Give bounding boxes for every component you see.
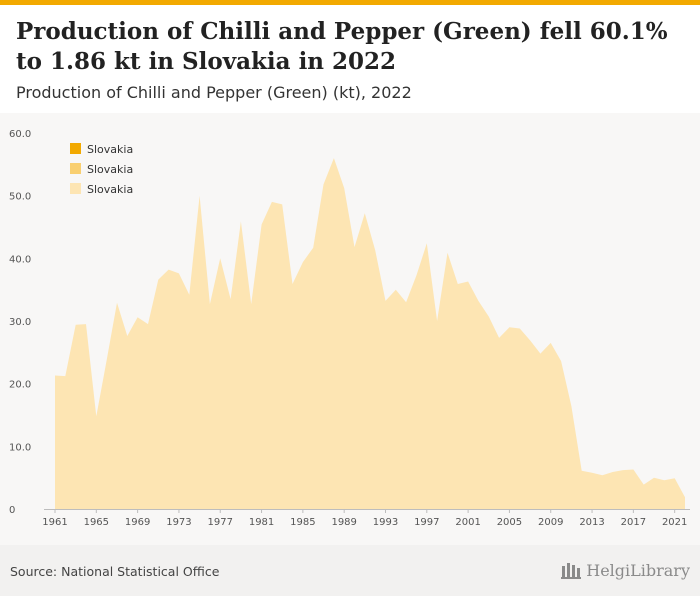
y-tick-label: 0: [9, 505, 15, 516]
x-tick-label: 1961: [42, 517, 67, 528]
y-tick-label: 20.0: [9, 380, 31, 391]
y-tick-label: 60.0: [9, 129, 31, 140]
x-tick-label: 1981: [249, 517, 274, 528]
legend-label: Slovakia: [87, 143, 133, 156]
x-tick-label: 1989: [331, 517, 356, 528]
legend-swatch: [70, 183, 81, 194]
legend-swatch: [70, 163, 81, 174]
y-tick-label: 10.0: [9, 442, 31, 453]
x-tick-label: 2013: [579, 517, 604, 528]
source-note: Source: National Statistical Office: [10, 564, 220, 579]
x-tick-label: 1993: [373, 517, 398, 528]
x-tick-label: 1969: [125, 517, 150, 528]
x-tick-label: 1965: [84, 517, 109, 528]
x-tick-label: 2005: [497, 517, 522, 528]
x-tick-label: 2001: [455, 517, 480, 528]
area-chart: 0 10.0 20.0 30.0 40.0 50.0 60.0 1961 1965 1969 197…: [9, 129, 690, 528]
x-tick-label: 1985: [290, 517, 315, 528]
accent-bar: [0, 0, 700, 5]
x-tick-label: 1997: [414, 517, 439, 528]
library-icon: [561, 563, 582, 579]
legend-label: Slovakia: [87, 163, 133, 176]
page-title: Production of Chilli and Pepper (Green) …: [16, 18, 668, 75]
x-tick-label: 2009: [538, 517, 563, 528]
chart-subtitle: Production of Chilli and Pepper (Green) …: [16, 83, 412, 102]
footer: Source: National Statistical Office Helg…: [0, 545, 700, 596]
legend-label: Slovakia: [87, 183, 133, 196]
x-tick-label: 1973: [166, 517, 191, 528]
y-tick-label: 40.0: [9, 254, 31, 265]
brand-name: HelgiLibrary: [586, 560, 690, 580]
x-tick-label: 2021: [662, 517, 687, 528]
y-tick-label: 30.0: [9, 317, 31, 328]
legend-swatch: [70, 143, 81, 154]
series-area-slovakia: [55, 158, 685, 509]
brand-logo[interactable]: HelgiLibrary: [560, 560, 690, 580]
x-tick-label: 1977: [208, 517, 233, 528]
header: Production of Chilli and Pepper (Green) …: [0, 5, 700, 113]
x-tick-label: 2017: [621, 517, 646, 528]
chart-panel: 0 10.0 20.0 30.0 40.0 50.0 60.0 1961 1965 1969 197…: [0, 113, 700, 545]
y-tick-label: 50.0: [9, 192, 31, 203]
